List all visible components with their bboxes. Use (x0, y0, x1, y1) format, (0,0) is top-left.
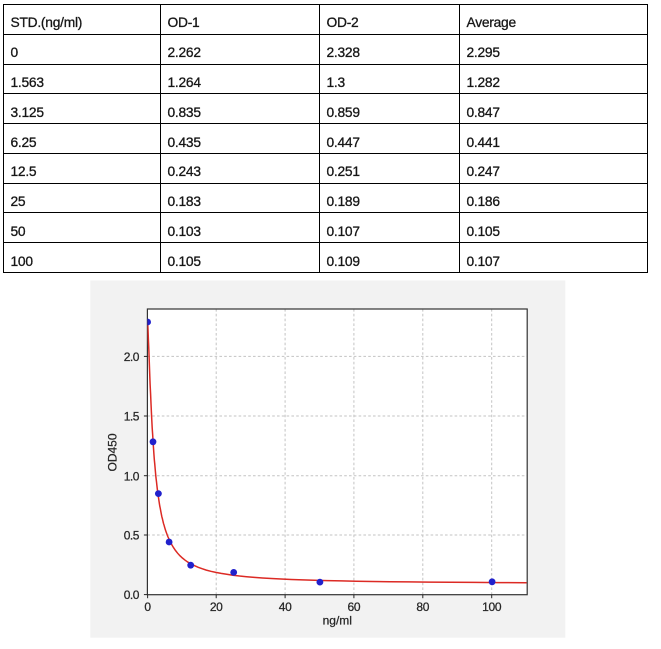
svg-text:0.5: 0.5 (124, 529, 140, 543)
svg-text:0: 0 (144, 600, 151, 614)
svg-text:OD450: OD450 (106, 433, 120, 471)
svg-text:100: 100 (482, 600, 502, 614)
svg-text:ng/ml: ng/ml (323, 614, 352, 628)
svg-text:60: 60 (348, 600, 361, 614)
svg-text:40: 40 (279, 600, 292, 614)
svg-text:0.0: 0.0 (124, 588, 140, 602)
svg-text:1.0: 1.0 (124, 469, 140, 483)
svg-text:80: 80 (416, 600, 429, 614)
svg-text:1.5: 1.5 (124, 410, 140, 424)
svg-text:2.0: 2.0 (124, 350, 140, 364)
svg-text:20: 20 (210, 600, 223, 614)
